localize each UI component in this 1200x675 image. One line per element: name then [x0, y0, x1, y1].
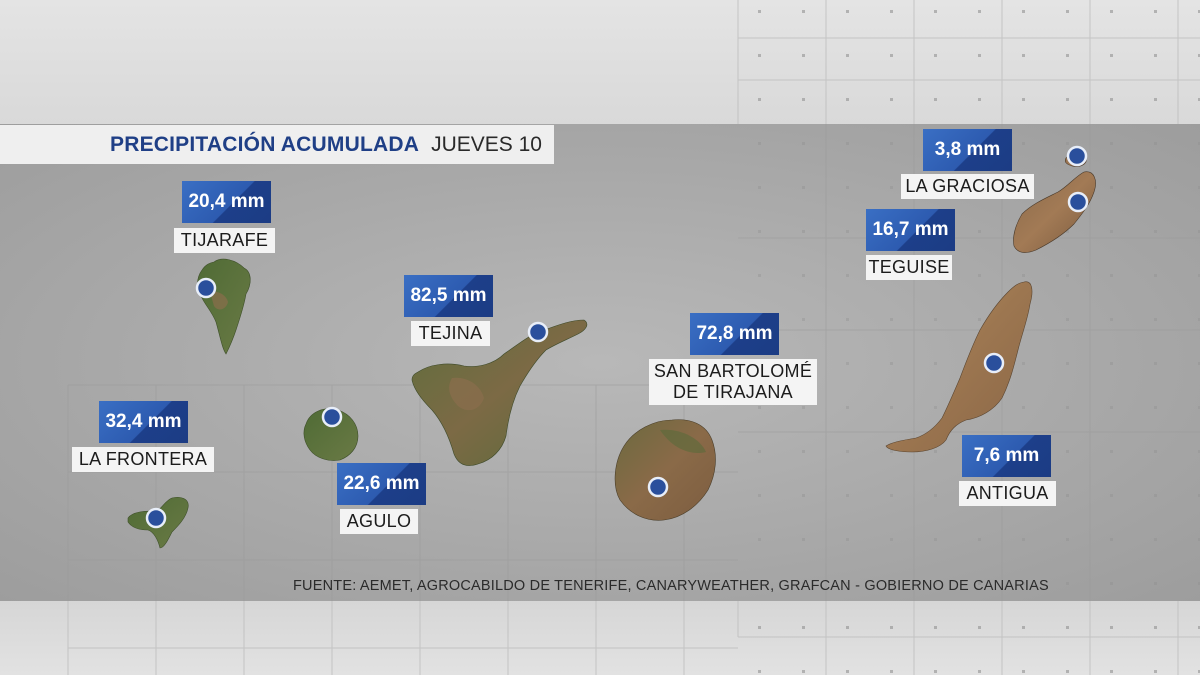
island-fuerteventura [885, 281, 1033, 453]
tenerife-teide [449, 377, 484, 411]
label-tejina: TEJINA [411, 321, 490, 346]
value-tijarafe: 20,4 mm [182, 181, 271, 223]
map-date: JUEVES 10 [431, 132, 542, 156]
label-san-bartolome-line2: DE TIRAJANA [673, 382, 793, 402]
label-teguise: TEGUISE [866, 255, 952, 280]
label-san-bartolome-line1: SAN BARTOLOMÉ [653, 361, 813, 381]
label-antigua: ANTIGUA [959, 481, 1056, 506]
station-markers [145, 145, 1089, 529]
la-palma-caldera [210, 291, 228, 310]
label-san-bartolome: SAN BARTOLOMÉ DE TIRAJANA [649, 359, 817, 405]
marker-teguise [1067, 191, 1089, 213]
value-teguise: 16,7 mm [866, 209, 955, 251]
label-agulo: AGULO [340, 509, 418, 534]
value-agulo: 22,6 mm [337, 463, 426, 505]
source-credit: FUENTE: AEMET, AGROCABILDO DE TENERIFE, … [293, 578, 1049, 594]
marker-la-frontera [145, 507, 167, 529]
value-tejina: 82,5 mm [404, 275, 493, 317]
island-lanzarote [1013, 171, 1096, 253]
island-tenerife [411, 319, 588, 466]
label-tijarafe: TIJARAFE [174, 228, 275, 253]
value-la-graciosa: 3,8 mm [923, 129, 1012, 171]
marker-agulo [321, 406, 343, 428]
marker-antigua [983, 352, 1005, 374]
value-la-frontera: 32,4 mm [99, 401, 188, 443]
label-la-graciosa: LA GRACIOSA [901, 174, 1034, 199]
marker-la-graciosa [1066, 145, 1088, 167]
value-antigua: 7,6 mm [962, 435, 1051, 477]
label-la-frontera: LA FRONTERA [72, 447, 214, 472]
map-title: PRECIPITACIÓN ACUMULADA [110, 132, 420, 156]
value-san-bartolome: 72,8 mm [690, 313, 779, 355]
marker-tejina [527, 321, 549, 343]
dot-pattern-top [738, 0, 1200, 124]
marker-tijarafe [195, 277, 217, 299]
title-bar: PRECIPITACIÓN ACUMULADA JUEVES 10 [0, 125, 554, 164]
gran-canaria-north [660, 429, 706, 454]
dot-pattern-bottom [738, 601, 1200, 675]
marker-san-bartolome [647, 476, 669, 498]
